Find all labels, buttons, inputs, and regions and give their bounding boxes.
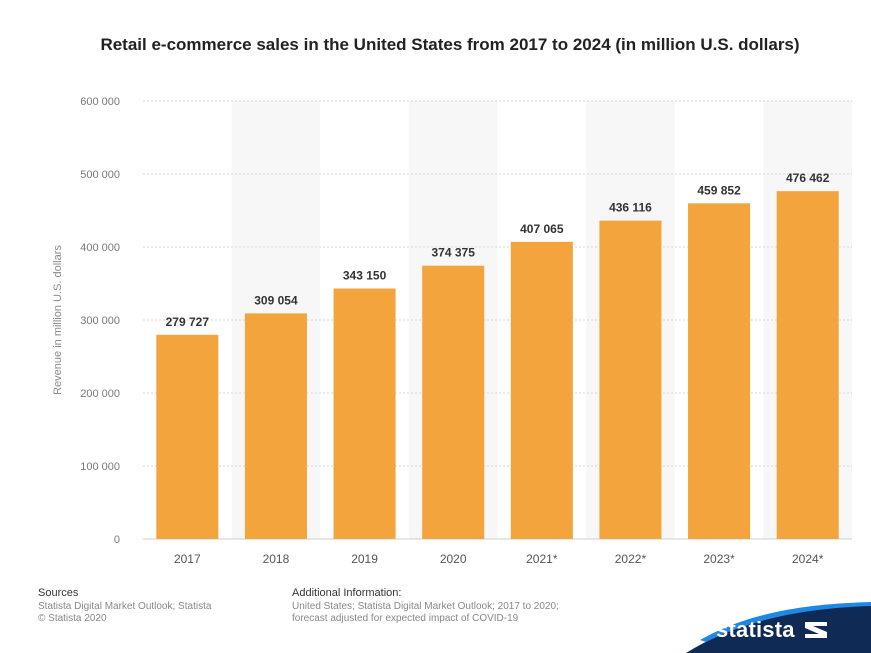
y-tick-label: 300 000 [80,315,120,327]
bar [156,334,219,539]
y-tick-label: 0 [114,534,120,546]
x-tick-label: 2020 [440,552,467,566]
statista-wordmark: statista [716,617,795,642]
chart-title: Retail e-commerce sales in the United St… [100,35,800,54]
bar [776,191,839,539]
bar [599,220,662,539]
sources-heading: Sources [38,587,79,599]
bar-value-label: 374 375 [431,246,475,260]
y-tick-label: 100 000 [80,461,120,473]
y-tick-label: 400 000 [80,242,120,254]
additional-info-heading: Additional Information: [292,587,402,599]
additional-info-block: Additional Information: United States; S… [292,587,559,625]
sources-line: Statista Digital Market Outlook; Statist… [38,601,212,612]
x-tick-label: 2018 [263,552,290,566]
y-tick-label: 600 000 [80,96,120,108]
bar-value-label: 476 462 [786,171,830,185]
y-axis-label: Revenue in million U.S. dollars [52,245,64,395]
bar-value-label: 309 054 [254,293,298,307]
x-tick-label: 2024* [792,552,824,566]
bar [422,265,485,539]
x-tick-label: 2022* [615,552,647,566]
brand-swoosh-accent [700,602,871,642]
bar [510,241,573,540]
bar-value-label: 279 727 [166,315,210,329]
bars [156,191,839,540]
bar-value-labels: 279 727 309 054 343 150 374 375 407 065 436 1… [166,171,830,329]
bar [244,313,307,539]
sources-block: Sources Statista Digital Market Outlook;… [38,587,211,625]
bar-value-label: 436 116 [609,201,652,215]
x-tick-label: 2019 [351,552,378,566]
additional-info-line: United States; Statista Digital Market O… [292,601,559,612]
x-tick-label: 2017 [174,552,201,566]
bar [688,203,751,539]
bar-value-label: 407 065 [520,222,564,236]
y-tick-label: 500 000 [80,169,120,181]
x-tick-label: 2021* [526,552,558,566]
x-tick-label: 2023* [703,552,735,566]
copyright-line: © Statista 2020 [38,613,107,624]
y-axis-ticks: 0 100 000 200 000 300 000 400 000 500 000 600 … [80,96,120,546]
bar-value-label: 343 150 [343,269,387,283]
bar-value-label: 459 852 [697,183,741,197]
bar [333,288,396,539]
statista-logo[interactable]: statista [716,617,827,643]
additional-info-line: forecast adjusted for expected impact of… [292,613,519,624]
x-axis-ticks: 2017 2018 2019 2020 2021* 2022* 2023* 2024* [174,552,824,566]
y-tick-label: 200 000 [80,388,120,400]
statista-logo-icon [805,622,827,638]
brand-swoosh [686,604,871,653]
